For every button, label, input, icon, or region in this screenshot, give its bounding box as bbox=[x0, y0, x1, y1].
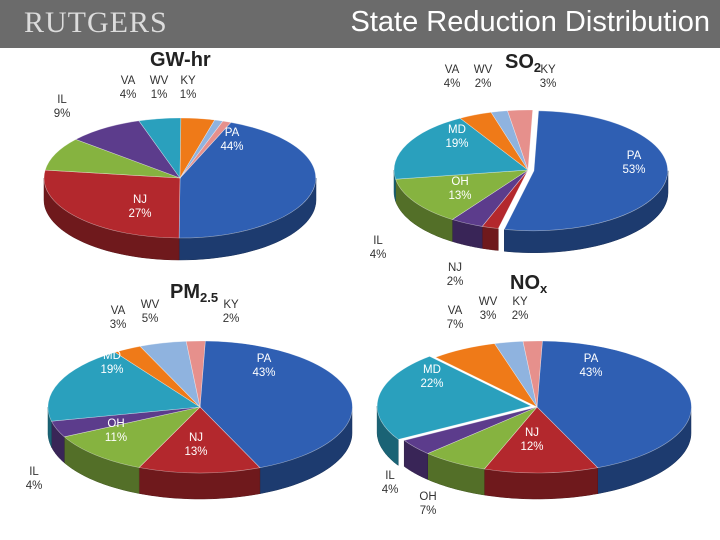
pie-chart-4: NOx PA 43% NJ 12% OH 7% IL 4% MD 22% VA 7% WV 3% KY 2% bbox=[376, 272, 692, 517]
slice-label-nj: NJ bbox=[133, 194, 147, 206]
slice-value-pa: 44% bbox=[220, 141, 243, 153]
pie-slice-pa bbox=[199, 340, 353, 469]
slice-value-ky: 3% bbox=[540, 78, 557, 90]
slice-label-oh: OH bbox=[107, 418, 124, 430]
slice-label-va: VA bbox=[111, 305, 126, 317]
slice-value-oh: 11% bbox=[105, 432, 127, 444]
slice-label-oh: OH bbox=[419, 491, 436, 503]
chart-title: PM2.5 bbox=[170, 281, 218, 305]
rutgers-logo: RUTGERS bbox=[24, 6, 168, 39]
pie-chart-1: GW-hr PA 44% NJ 27% OH 9% IL 9% MD 5% VA 4% WV 1% KY 1% bbox=[13, 49, 317, 261]
slice-value-nj: 13% bbox=[184, 446, 207, 458]
pie-slice-pa bbox=[178, 122, 317, 239]
slice-value-wv: 1% bbox=[151, 89, 168, 101]
pie-slice-md bbox=[376, 356, 532, 440]
slice-label-wv: WV bbox=[479, 296, 498, 308]
slice-label-pa: PA bbox=[225, 127, 240, 139]
slice-label-md: MD bbox=[88, 83, 106, 95]
pie-slice-ky bbox=[522, 340, 543, 408]
pie-slice-nj bbox=[138, 406, 261, 474]
slice-label-md: MD bbox=[103, 350, 121, 362]
slice-label-nj: NJ bbox=[448, 262, 462, 274]
slice-label-il: IL bbox=[29, 466, 39, 478]
slice-value-ky: 2% bbox=[512, 310, 529, 322]
slice-label-nj: NJ bbox=[189, 432, 203, 444]
pie-slice-ky bbox=[179, 120, 232, 179]
slice-value-va: 4% bbox=[120, 89, 137, 101]
slice-label-wv: WV bbox=[474, 64, 493, 76]
pie-slice-ky bbox=[185, 340, 206, 408]
slice-label-il: IL bbox=[373, 235, 383, 247]
slice-label-wv: WV bbox=[150, 75, 169, 87]
slice-value-il: 4% bbox=[26, 480, 43, 492]
slice-value-va: 3% bbox=[110, 319, 127, 331]
slice-value-md: 19% bbox=[445, 138, 468, 150]
slice-value-il: 9% bbox=[54, 108, 71, 120]
pie-chart-2: SO2 PA 53% NJ 2% IL 4% OH 13% MD 19% VA 4% WV 2% KY 3% bbox=[370, 51, 669, 288]
slice-value-pa: 43% bbox=[579, 367, 602, 379]
slice-value-md: 19% bbox=[100, 364, 123, 376]
slice-value-md: 5% bbox=[89, 97, 106, 109]
pie-slice-il bbox=[403, 406, 538, 454]
slice-label-il: IL bbox=[57, 94, 67, 106]
slice-value-il: 4% bbox=[370, 249, 387, 261]
slice-label-va: VA bbox=[445, 64, 460, 76]
pie-wall-nj bbox=[481, 226, 499, 251]
slice-label-ky: KY bbox=[223, 299, 239, 311]
pie-slice-ky bbox=[507, 109, 534, 171]
chart-title: GW-hr bbox=[150, 49, 211, 71]
slice-value-nj: 2% bbox=[447, 276, 464, 288]
pie-chart-3: PM2.5 PA 43% NJ 13% OH 11% IL 4% MD 19% VA 3% WV 5% KY 2… bbox=[26, 281, 353, 500]
pie-slice-nj bbox=[43, 169, 181, 239]
pie-slice-pa bbox=[503, 110, 668, 232]
slice-value-pa: 43% bbox=[252, 367, 275, 379]
slice-label-nj: NJ bbox=[525, 427, 539, 439]
slice-label-md: MD bbox=[423, 364, 441, 376]
slice-value-il: 4% bbox=[382, 484, 399, 496]
pie-slice-md bbox=[393, 117, 529, 180]
slice-value-pa: 53% bbox=[622, 164, 645, 176]
slice-label-ky: KY bbox=[540, 64, 556, 76]
slice-value-nj: 27% bbox=[128, 208, 151, 220]
slide-title: State Reduction Distribution bbox=[350, 6, 710, 38]
slice-label-oh: OH bbox=[13, 148, 30, 160]
slice-value-nj: 12% bbox=[520, 441, 543, 453]
pie-slice-pa bbox=[536, 340, 692, 469]
pie-slice-nj bbox=[483, 406, 599, 474]
slice-value-wv: 3% bbox=[480, 310, 497, 322]
slice-label-va: VA bbox=[121, 75, 136, 87]
pie-slice-oh bbox=[395, 169, 530, 220]
slice-label-wv: WV bbox=[141, 299, 160, 311]
slice-label-pa: PA bbox=[627, 150, 642, 162]
slice-value-md: 22% bbox=[420, 378, 443, 390]
pie-slice-md bbox=[47, 351, 201, 422]
slice-value-wv: 5% bbox=[142, 313, 159, 325]
pie-slice-oh bbox=[63, 406, 201, 468]
chart-title: NOx bbox=[510, 272, 548, 296]
slice-label-pa: PA bbox=[257, 353, 272, 365]
slice-value-va: 4% bbox=[444, 78, 461, 90]
slice-value-oh: 7% bbox=[420, 505, 437, 517]
slice-value-va: 7% bbox=[447, 319, 464, 331]
chart-title: SO2 bbox=[505, 51, 541, 75]
slice-value-oh: 13% bbox=[448, 190, 471, 202]
slice-label-pa: PA bbox=[584, 353, 599, 365]
slice-value-oh: 9% bbox=[14, 162, 31, 174]
slice-label-ky: KY bbox=[180, 75, 196, 87]
slice-label-va: VA bbox=[448, 305, 463, 317]
slice-value-ky: 1% bbox=[180, 89, 197, 101]
slice-label-il: IL bbox=[385, 470, 395, 482]
slice-value-wv: 2% bbox=[475, 78, 492, 90]
slice-label-md: MD bbox=[448, 124, 466, 136]
slice-label-oh: OH bbox=[451, 176, 468, 188]
slice-label-ky: KY bbox=[512, 296, 528, 308]
header-bar: RUTGERS State Reduction Distribution bbox=[0, 0, 720, 48]
slice-value-ky: 2% bbox=[223, 313, 240, 325]
